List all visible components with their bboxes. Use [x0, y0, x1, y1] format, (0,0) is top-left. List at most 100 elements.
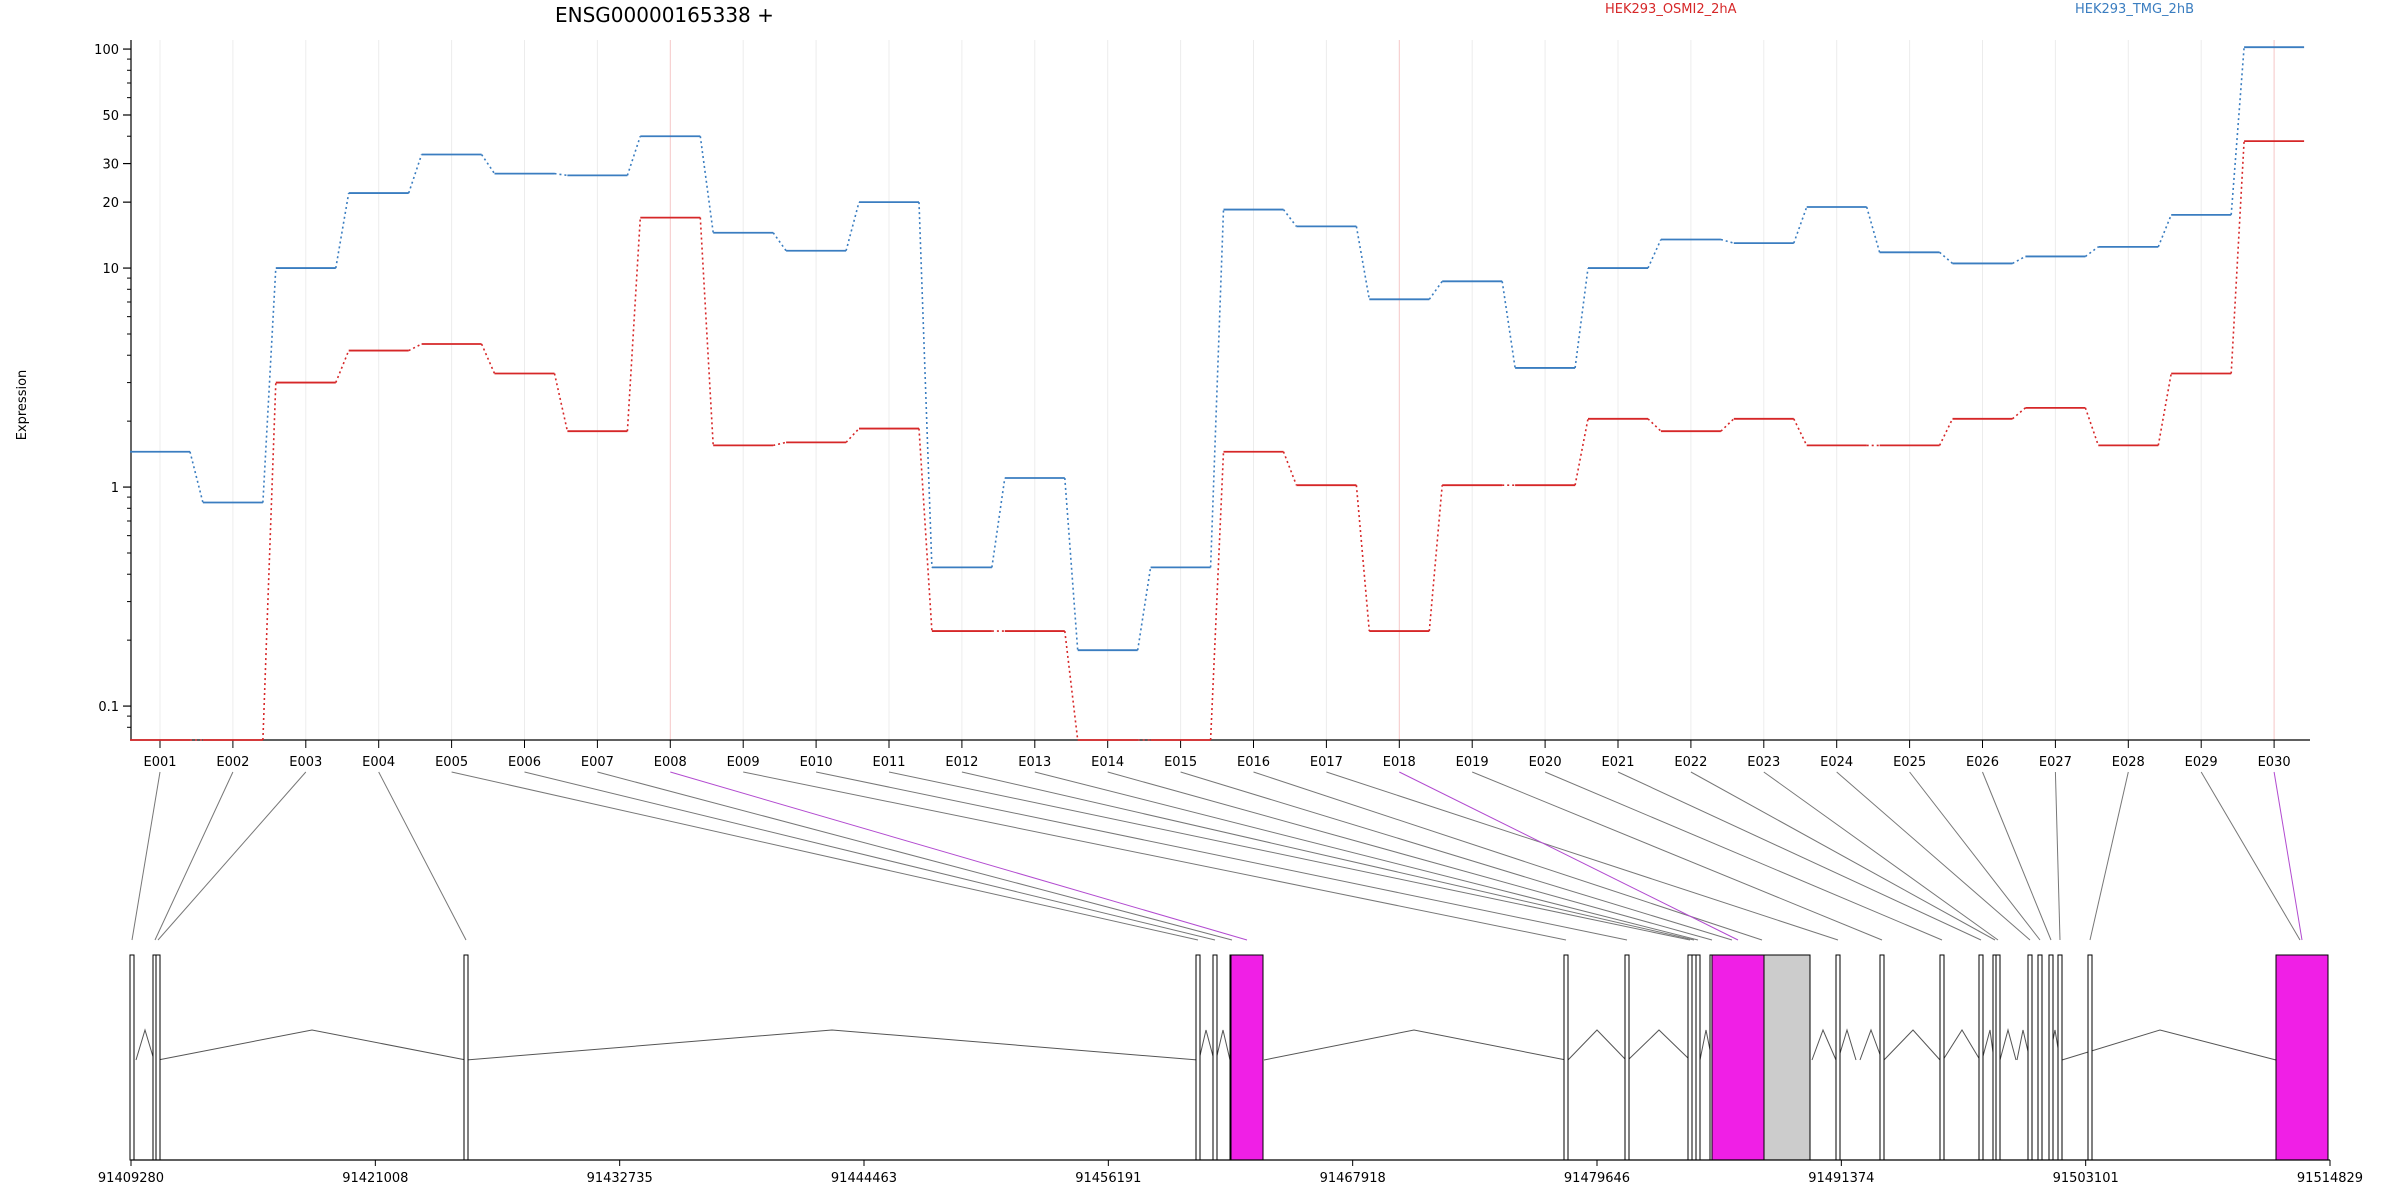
series-transition — [1282, 451, 1298, 486]
connector-E008 — [670, 771, 1248, 941]
intron-line — [1859, 1028, 1883, 1061]
x-tick-label-E017: E017 — [1310, 755, 1343, 770]
intron-line — [157, 1029, 467, 1061]
legend-entry-osmi2: HEK293_OSMI2_2hA — [1605, 2, 1737, 17]
genomic-tick-label: 91409280 — [98, 1171, 164, 1186]
x-tick-label-E021: E021 — [1601, 755, 1634, 770]
connector-E012 — [961, 771, 1695, 941]
x-tick-label-E025: E025 — [1893, 755, 1926, 770]
exon-box-E019 — [1879, 954, 1885, 1161]
exon-box-E030 — [2275, 954, 2329, 1161]
exon-box-E027 — [2057, 954, 2063, 1161]
series-transition — [1647, 239, 1662, 269]
y-tick-label: 50 — [102, 109, 119, 124]
connector-E011 — [888, 771, 1691, 941]
connector-E026 — [1982, 771, 2052, 941]
y-tick-label: 10 — [102, 262, 119, 277]
x-tick-label-E019: E019 — [1456, 755, 1489, 770]
intron-line — [1567, 1029, 1627, 1061]
series-transition — [699, 136, 714, 233]
series-transition — [2157, 214, 2172, 248]
series-transition — [773, 441, 787, 447]
intron-line — [135, 1028, 155, 1061]
x-tick-label-E005: E005 — [435, 755, 468, 770]
x-tick-label-E007: E007 — [581, 755, 614, 770]
connector-E020 — [1544, 771, 1943, 941]
exon-box-E009 — [1563, 954, 1569, 1161]
series-transition — [407, 154, 423, 194]
exon-box-E008 — [1230, 954, 1264, 1161]
intron-line — [1883, 1029, 1941, 1061]
series-transition — [2230, 47, 2245, 215]
x-tick-label-E002: E002 — [216, 755, 249, 770]
series-transition — [2230, 141, 2245, 374]
genomic-tick-label: 91479646 — [1564, 1171, 1630, 1186]
legend-entry-tmg: HEK293_TMG_2hB — [2075, 2, 2194, 17]
connector-E002 — [154, 771, 234, 941]
series-transition — [335, 350, 350, 383]
x-tick-label-E024: E024 — [1820, 755, 1853, 770]
connector-E029 — [2200, 771, 2301, 941]
exon-box-E018 — [1711, 954, 1765, 1161]
series-transition — [1209, 451, 1225, 741]
series-transition — [1136, 567, 1152, 651]
chart-title: ENSG00000165338 + — [555, 3, 774, 27]
exon-connector-lines — [131, 771, 2303, 941]
connector-E017 — [1326, 771, 1839, 941]
genomic-tick-label: 91514829 — [2297, 1171, 2363, 1186]
exon-box-E020 — [1939, 954, 1945, 1161]
x-tick-label-E009: E009 — [727, 755, 760, 770]
series-transition — [262, 268, 277, 503]
connector-E001 — [131, 771, 161, 941]
series-transition — [1355, 226, 1371, 300]
connector-E010 — [815, 771, 1628, 941]
x-tick-label-E001: E001 — [143, 755, 176, 770]
gray-region — [1763, 954, 1811, 1161]
connector-E028 — [2089, 771, 2129, 941]
series-transition — [845, 201, 860, 251]
series-transition — [1282, 209, 1298, 227]
series-transition — [1064, 630, 1079, 741]
connector-E022 — [1690, 771, 1996, 941]
connector-E030 — [2273, 771, 2303, 941]
genomic-axis: 91409280 91421008 91432735 91444463 91456191… — [98, 1159, 2363, 1186]
y-tick-label: 100 — [94, 43, 119, 58]
series-transition — [918, 202, 933, 568]
exon-box-E024 — [2027, 954, 2033, 1161]
exon-box-E017 — [1835, 954, 1841, 1161]
x-tick-label-E016: E016 — [1237, 755, 1270, 770]
genomic-tick-label: 91456191 — [1075, 1171, 1141, 1186]
connector-E025 — [1909, 771, 2041, 941]
series-transition — [480, 343, 496, 374]
exon-box-E021 — [1978, 954, 1984, 1161]
series-transition — [1793, 206, 1808, 244]
connector-E009 — [743, 771, 1567, 941]
connector-E021 — [1617, 771, 1982, 941]
exon-box-E010 — [1624, 954, 1630, 1161]
exon-box-E025 — [2037, 954, 2043, 1161]
x-tick-label-E026: E026 — [1966, 755, 1999, 770]
series-transition — [189, 451, 204, 503]
x-tick-label-E014: E014 — [1091, 755, 1124, 770]
connector-E023 — [1763, 771, 1999, 941]
exon-box-E023 — [1995, 954, 2001, 1161]
x-tick-label-E027: E027 — [2039, 755, 2072, 770]
x-tick-label-E028: E028 — [2112, 755, 2145, 770]
series-transition — [2084, 407, 2100, 446]
exon-box-E028 — [2087, 954, 2093, 1161]
genomic-tick-label: 91421008 — [342, 1171, 408, 1186]
exon-box-E004 — [463, 954, 469, 1161]
series-transition — [1064, 477, 1079, 651]
connector-E003 — [157, 771, 307, 941]
connector-E014 — [1107, 771, 1713, 941]
x-tick-label-E006: E006 — [508, 755, 541, 770]
exon-box-E003 — [155, 954, 161, 1161]
exon-box-E011 — [1687, 954, 1693, 1161]
series-HEK293_OSMI2_2hA — [130, 140, 2305, 741]
series-transition — [2157, 373, 2172, 446]
y-tick-label: 30 — [102, 158, 119, 173]
intron-line — [1811, 1028, 1837, 1061]
x-tick-label-E022: E022 — [1674, 755, 1707, 770]
x-tick-label-E011: E011 — [872, 755, 905, 770]
connector-E007 — [597, 771, 1233, 941]
